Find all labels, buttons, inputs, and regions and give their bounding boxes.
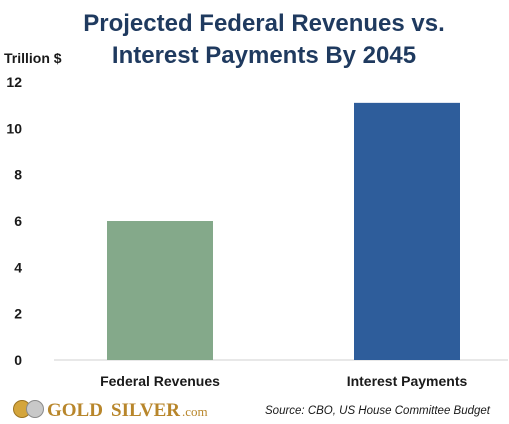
goldsilver-logo: GOLD SILVER .com <box>13 400 208 421</box>
y-tick-label: 2 <box>14 306 22 322</box>
bar-federal-revenues <box>107 221 213 360</box>
y-tick-label: 8 <box>14 167 22 183</box>
y-tick-label: 10 <box>6 120 22 136</box>
silver-coin-icon <box>26 400 44 418</box>
y-axis-ticks: 0 2 4 6 8 10 12 <box>6 74 22 368</box>
y-axis-label: Trillion $ <box>4 50 62 66</box>
logo-com-text: .com <box>182 404 208 419</box>
x-category-label: Interest Payments <box>347 373 468 389</box>
y-tick-label: 12 <box>6 74 22 90</box>
y-tick-label: 0 <box>14 352 22 368</box>
chart-title-line-2: Interest Payments By 2045 <box>112 42 416 69</box>
y-tick-label: 6 <box>14 213 22 229</box>
category-labels: Federal Revenues Interest Payments <box>100 373 467 389</box>
logo-silver-text: SILVER <box>111 400 180 421</box>
chart-title-line-1: Projected Federal Revenues vs. <box>83 10 445 37</box>
bar-interest-payments <box>354 102 460 360</box>
logo-gold-text: GOLD <box>47 400 103 421</box>
bars <box>107 102 460 360</box>
source-note: Source: CBO, US House Committee Budget <box>265 405 491 417</box>
y-tick-label: 4 <box>14 259 22 275</box>
x-category-label: Federal Revenues <box>100 373 220 389</box>
